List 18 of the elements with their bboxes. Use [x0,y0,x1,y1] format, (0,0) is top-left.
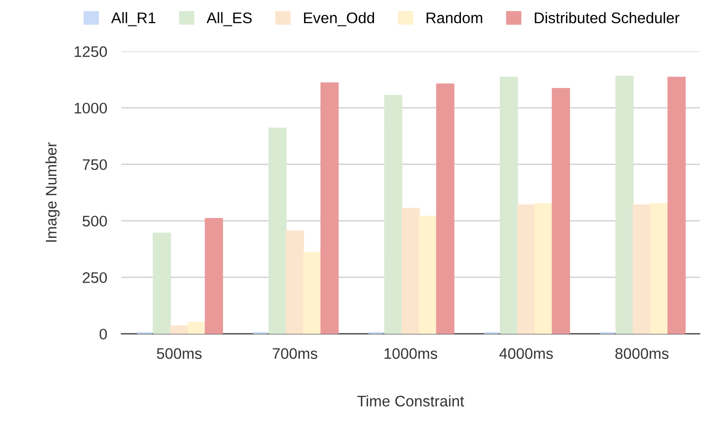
y-tick-label: 500 [82,216,107,227]
x-tick-label: 1000ms [384,348,438,359]
legend-label: Distributed Scheduler [534,12,680,24]
y-axis-title: Image Number [45,142,60,242]
x-tick-label: 4000ms [499,348,553,359]
legend-label: All_ES [206,12,252,26]
x-tick-label: 700ms [272,348,318,359]
x-tick-label: 500ms [156,348,202,359]
y-tick-label: 1000 [74,102,107,114]
legend-label: Random [426,12,482,24]
x-axis-title: Time Constraint [357,395,464,407]
y-tick-label: 250 [82,272,107,284]
legend-label: All_R1 [111,12,156,26]
y-tick-label: 750 [82,159,107,170]
y-tick-label: 1250 [74,46,107,58]
legend-label: Even_Odd [304,12,374,26]
x-tick-label: 8000ms [615,348,669,359]
y-tick-label: 0 [100,328,107,340]
